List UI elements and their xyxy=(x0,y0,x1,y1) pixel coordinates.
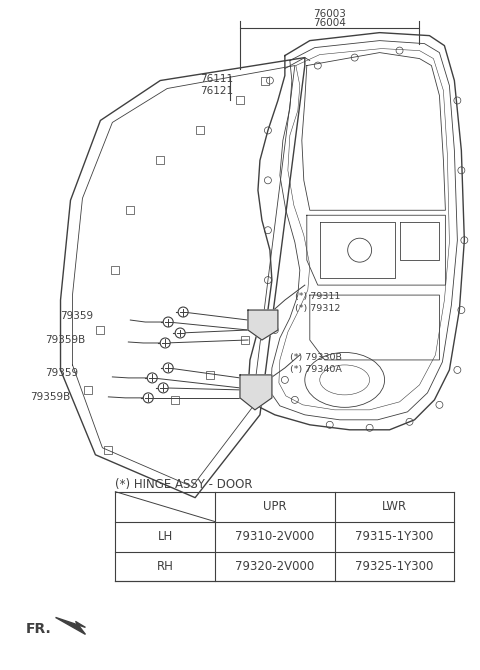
Polygon shape xyxy=(240,375,272,410)
Circle shape xyxy=(163,363,173,373)
Circle shape xyxy=(175,328,185,338)
Text: 79310-2V000: 79310-2V000 xyxy=(235,530,314,543)
Circle shape xyxy=(158,383,168,393)
Text: (*) 79340A: (*) 79340A xyxy=(290,365,342,375)
Text: RH: RH xyxy=(157,560,174,573)
Text: 79359: 79359 xyxy=(60,311,94,321)
Text: FR.: FR. xyxy=(25,622,51,636)
Text: LH: LH xyxy=(157,530,173,543)
Text: 79315-1Y300: 79315-1Y300 xyxy=(355,530,434,543)
Polygon shape xyxy=(56,618,85,634)
Text: (*) 79312: (*) 79312 xyxy=(295,304,340,313)
Text: 76111: 76111 xyxy=(200,74,233,84)
Text: 79359B: 79359B xyxy=(31,392,71,402)
Text: 76003: 76003 xyxy=(313,9,346,19)
Text: (*) 79330B: (*) 79330B xyxy=(290,354,342,362)
Text: LWR: LWR xyxy=(382,500,407,513)
Circle shape xyxy=(178,307,188,317)
Circle shape xyxy=(147,373,157,383)
Text: 79359B: 79359B xyxy=(46,335,86,345)
Circle shape xyxy=(163,317,173,327)
Circle shape xyxy=(144,393,153,403)
Text: 76004: 76004 xyxy=(313,17,346,27)
Polygon shape xyxy=(248,310,278,340)
Text: 79320-2V000: 79320-2V000 xyxy=(235,560,314,573)
Text: (*) 79311: (*) 79311 xyxy=(295,291,340,301)
Text: 79325-1Y300: 79325-1Y300 xyxy=(355,560,434,573)
Text: UPR: UPR xyxy=(263,500,287,513)
Text: 79359: 79359 xyxy=(46,368,79,378)
Circle shape xyxy=(160,338,170,348)
Text: (*) HINGE ASSY - DOOR: (*) HINGE ASSY - DOOR xyxy=(115,478,253,490)
Text: 76121: 76121 xyxy=(200,86,233,96)
